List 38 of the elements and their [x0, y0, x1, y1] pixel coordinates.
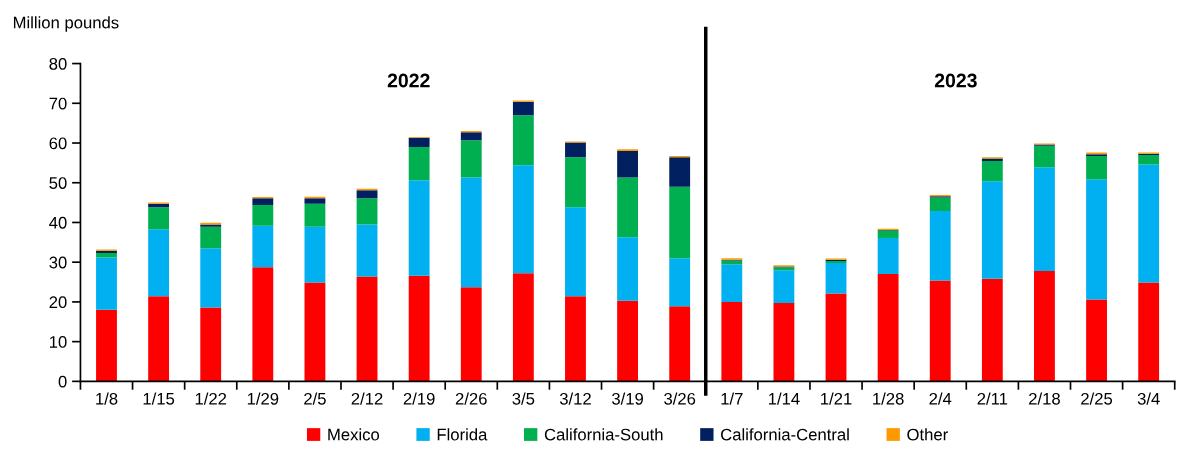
x-tick-label: 1/8: [96, 392, 118, 405]
legend-label: California-South: [544, 428, 663, 441]
x-tick-label: 3/12: [559, 392, 591, 405]
x-tick-label: 2/19: [403, 392, 435, 405]
y-tick-label: 50: [49, 177, 67, 189]
x-tick-label: 2/12: [351, 392, 383, 405]
y-axis-title: Million pounds: [13, 16, 119, 32]
x-tick-label: 3/4: [1137, 392, 1160, 405]
x-tick-label: 2/18: [1029, 392, 1060, 405]
x-tick-label: 1/21: [821, 392, 852, 405]
legend-label: California-Central: [721, 428, 849, 441]
annotation: 2023: [934, 73, 977, 88]
x-tick-label: 1/28: [873, 392, 904, 405]
y-tick-label: 70: [49, 97, 67, 110]
x-tick-label: 2/26: [455, 392, 487, 405]
x-tick-label: 2/11: [977, 392, 1008, 405]
x-tick-label: 3/19: [612, 392, 644, 405]
x-tick-label: 1/14: [768, 392, 800, 405]
y-tick-label: 20: [49, 296, 67, 309]
y-tick-label: 40: [49, 216, 67, 229]
legend-label: Florida: [437, 428, 488, 441]
x-tick-label: 2/25: [1081, 392, 1113, 405]
legend-label: Other: [907, 428, 948, 441]
y-tick-label: 80: [49, 57, 67, 70]
y-tick-label: 60: [49, 137, 67, 150]
x-tick-label: 1/7: [721, 392, 743, 405]
x-tick-label: 1/15: [143, 392, 175, 405]
x-tick-label: 2/5: [304, 392, 326, 405]
legend-label: Mexico: [328, 428, 380, 441]
x-tick-label: 3/26: [664, 392, 696, 405]
y-tick-label: 30: [49, 256, 67, 269]
annotation: 2022: [387, 73, 430, 88]
x-tick-label: 1/29: [247, 392, 279, 405]
y-tick-label: 10: [49, 336, 67, 348]
y-tick-label: 0: [58, 375, 67, 388]
x-tick-label: 2/4: [929, 392, 952, 405]
x-tick-label: 3/5: [512, 392, 535, 405]
x-tick-label: 1/22: [195, 392, 227, 405]
